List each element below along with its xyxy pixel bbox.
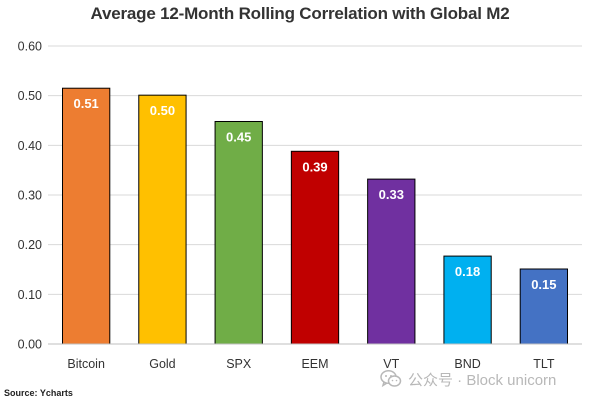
y-axis-ticks: 0.00 0.10 0.20 0.30 0.40 0.50 0.60 [18, 40, 42, 352]
x-tick-label: Gold [149, 357, 175, 371]
data-label-tlt: 0.15 [531, 277, 556, 292]
y-tick-label: 0.10 [18, 288, 42, 302]
y-tick-label: 0.50 [18, 89, 42, 103]
data-label-spx: 0.45 [226, 129, 251, 144]
watermark: 公众号 · Block unicorn [380, 367, 556, 391]
y-tick-label: 0.00 [18, 338, 42, 352]
bar-spx [214, 120, 263, 345]
data-label-bnd: 0.18 [455, 264, 480, 279]
data-label-vt: 0.33 [379, 187, 404, 202]
x-tick-label: VT [383, 357, 399, 371]
x-tick-label: BND [454, 357, 480, 371]
bar-eem [290, 150, 340, 345]
bar-vt [367, 178, 416, 345]
y-tick-label: 0.30 [18, 189, 42, 203]
y-tick-label: 0.60 [18, 40, 42, 54]
bar-tlt [519, 268, 569, 345]
source-note: Source: Ycharts [4, 388, 73, 398]
watermark-text: 公众号 · Block unicorn [408, 371, 557, 389]
bar-bitcoin [61, 87, 111, 345]
data-label-bitcoin: 0.51 [73, 96, 98, 111]
chart-title: Average 12-Month Rolling Correlation wit… [90, 4, 510, 23]
bar-gold [138, 94, 187, 345]
x-tick-label: EEM [301, 357, 328, 371]
data-label-eem: 0.39 [302, 159, 327, 174]
bar-bnd [443, 255, 492, 345]
data-label-gold: 0.50 [150, 103, 175, 118]
y-tick-label: 0.40 [18, 139, 42, 153]
y-tick-label: 0.20 [18, 238, 42, 252]
wechat-icon [380, 369, 402, 388]
x-axis-ticks: Bitcoin Gold SPX EEM VT BND TLT [67, 357, 554, 371]
bars: 0.51 0.50 0.45 0.39 0.33 0.18 0.15 [48, 87, 582, 345]
x-tick-label: SPX [226, 357, 252, 371]
x-tick-label: TLT [533, 357, 555, 371]
x-tick-label: Bitcoin [67, 357, 105, 371]
